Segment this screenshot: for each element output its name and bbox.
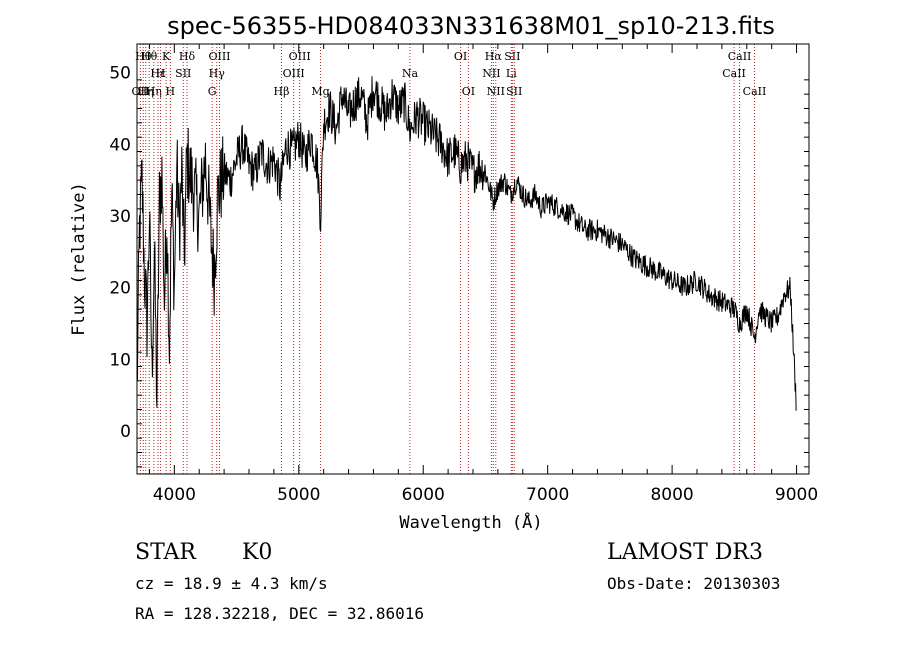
spectral-subclass: K0 <box>242 540 273 565</box>
spectrum-line <box>136 76 797 412</box>
spectral-line-label: Hη <box>146 85 162 98</box>
spectral-line-label: Hβ <box>274 85 290 98</box>
y-tick-label: 40 <box>109 135 131 155</box>
spectral-line-label: SII <box>175 67 191 80</box>
spectral-line-label: CaII <box>722 67 746 80</box>
plot-frame <box>136 43 810 475</box>
x-tick-label: 8000 <box>650 485 693 505</box>
redshift-value: cz = 18.9 ± 4.3 km/s <box>135 574 328 593</box>
survey-name: LAMOST DR3 <box>607 540 763 565</box>
x-tick-label: 4000 <box>153 485 196 505</box>
spectral-line-label: Hθ <box>141 50 158 63</box>
spectral-line-label: CaII <box>743 85 767 98</box>
y-tick-label: 10 <box>109 350 131 370</box>
y-axis: 0 10 20 30 40 50 <box>109 64 809 468</box>
x-tick-label: 9000 <box>775 485 818 505</box>
y-tick-label: 30 <box>109 207 131 227</box>
spectral-line-label: OIII <box>208 50 230 63</box>
x-tick-label: 5000 <box>277 485 320 505</box>
spectral-line-label: H <box>166 85 176 98</box>
y-axis-label: Flux (relative) <box>69 182 89 336</box>
y-tick-label: 50 <box>109 64 131 84</box>
y-tick-label: 0 <box>120 422 131 442</box>
spectral-line-label: H <box>156 67 166 80</box>
spectral-line-label: Li <box>506 67 517 80</box>
spectral-line-label: Na <box>402 67 419 80</box>
spectral-line-label: Hα <box>485 50 503 63</box>
spectral-line-markers: OIIHθHηHθHηHεHKHSIIHδGHγOIIIHβOIIIOIIIMg… <box>132 44 767 474</box>
spectral-line-label: SII <box>506 85 522 98</box>
x-tick-label: 7000 <box>526 485 569 505</box>
x-axis-label: Wavelength (Å) <box>399 511 542 533</box>
spectral-line-label: OI <box>454 50 467 63</box>
chart-title: spec-56355-HD084033N331638M01_sp10-213.f… <box>167 12 775 40</box>
spectral-line-label: Hγ <box>209 67 226 80</box>
spectral-line-label: OI <box>462 85 475 98</box>
spectral-line-label: OII <box>132 85 150 98</box>
spectral-line-label: OIII <box>289 50 311 63</box>
x-tick-label: 6000 <box>402 485 445 505</box>
spectral-line-label: NII <box>482 67 500 80</box>
x-axis: 4000 5000 6000 7000 8000 9000 <box>148 44 818 505</box>
spectral-line-label: NII <box>487 85 505 98</box>
spectral-line-label: G <box>208 85 217 98</box>
spectral-line-label: K <box>162 50 171 63</box>
spectral-line-label: Hη <box>138 85 154 98</box>
spectral-line-label: Hδ <box>179 50 196 63</box>
spectral-line-label: OIII <box>283 67 305 80</box>
y-tick-label: 20 <box>109 279 131 299</box>
spectral-line-label: CaII <box>728 50 752 63</box>
spectral-line-label: SII <box>504 50 520 63</box>
observation-date: Obs-Date: 20130303 <box>607 574 781 593</box>
spectral-line-label: Hε <box>150 67 166 80</box>
spectral-line-label: Mg <box>311 85 329 98</box>
object-class: STAR <box>135 540 196 565</box>
coordinates: RA = 128.32218, DEC = 32.86016 <box>135 604 424 623</box>
spectral-line-label: Hθ <box>135 50 152 63</box>
